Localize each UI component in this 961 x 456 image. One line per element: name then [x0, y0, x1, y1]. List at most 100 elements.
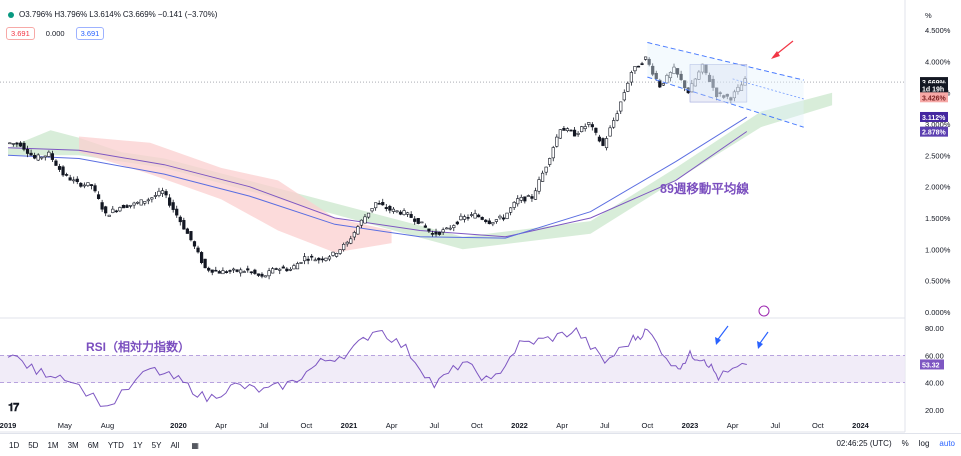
time-tick-label: 2024 [852, 421, 870, 430]
candle-body [448, 227, 452, 230]
ma-annotation-label: 89週移動平均線 [660, 182, 749, 196]
candle-body [551, 147, 555, 159]
candle-body [722, 95, 726, 98]
candle-body [540, 172, 545, 182]
time-tick-label: May [58, 421, 72, 430]
candle-body [253, 269, 257, 274]
range-1m-button[interactable]: 1M [47, 440, 59, 450]
candle-body [640, 63, 644, 65]
candle-body [437, 231, 442, 235]
candle-body [526, 195, 530, 197]
candle-body [221, 270, 225, 275]
candle-body [36, 154, 40, 161]
candle-body [178, 216, 182, 223]
blue-arrow-head-icon [757, 341, 763, 349]
candle-body [15, 142, 19, 145]
range-3m-button[interactable]: 3M [67, 440, 79, 450]
candle-body [100, 202, 104, 210]
auto-scale-toggle[interactable]: auto [939, 439, 955, 448]
range-1d-button[interactable]: 1D [9, 440, 20, 450]
time-tick-label: Apr [727, 421, 739, 430]
candle-body [509, 207, 513, 213]
range-5d-button[interactable]: 5D [28, 440, 39, 450]
candle-body [285, 268, 289, 272]
candle-body [363, 216, 367, 224]
time-tick-label: Jul [770, 421, 780, 430]
candle-body [75, 178, 79, 183]
candle-body [679, 73, 683, 80]
candle-body [572, 129, 577, 137]
candle-body [558, 129, 562, 139]
candle-body [601, 138, 605, 146]
candle-body [604, 138, 609, 149]
time-tick-label: Oct [642, 421, 655, 430]
status-dot-icon [8, 11, 14, 18]
blue-arrow-head-icon [715, 337, 721, 345]
price-tag-label: 3.426% [922, 95, 947, 102]
range-1y-button[interactable]: 1Y [132, 440, 143, 450]
price-tag-bg [920, 111, 948, 122]
candle-body [185, 228, 189, 234]
price-tag-bg [920, 77, 948, 88]
candle-body [555, 136, 559, 147]
range-5y-button[interactable]: 5Y [151, 440, 162, 450]
candle-body [619, 101, 623, 112]
utc-clock[interactable]: 02:46:25 (UTC) [836, 439, 892, 448]
candle-body [313, 259, 317, 262]
price-tag-label: 2.878% [922, 130, 947, 137]
channel-upper-line [647, 42, 804, 81]
spread-value: 0.000 [40, 27, 70, 40]
candle-body [136, 201, 140, 204]
rsi-tag-label: 53.32 [922, 362, 940, 369]
time-tick-label: 2021 [341, 421, 358, 430]
candle-body [43, 155, 47, 158]
candle-body [107, 214, 111, 217]
flash-event-icon [758, 305, 770, 317]
candle-body [587, 122, 591, 125]
range-6m-button[interactable]: 6M [87, 440, 99, 450]
buy-price-pill[interactable]: 3.691 [75, 27, 105, 40]
candle-body [196, 247, 200, 253]
tradingview-logo: 𝟏𝟕 [8, 402, 19, 414]
candle-body [629, 72, 633, 83]
time-tick-label: Jul [259, 421, 269, 430]
candle-body [182, 220, 186, 230]
candle-body [146, 199, 150, 202]
candle-body [104, 206, 108, 214]
candle-body [683, 80, 687, 89]
price-tick-label: 0.500% [925, 277, 951, 286]
time-tick-label: Aug [101, 421, 114, 430]
candle-body [608, 127, 612, 137]
time-tick-label: 2019 [0, 421, 16, 430]
log-toggle[interactable]: log [918, 439, 930, 448]
candle-body [299, 262, 303, 264]
sell-price-pill[interactable]: 3.691 [6, 27, 35, 40]
time-tick-label: 2023 [682, 421, 699, 430]
calendar-icon[interactable]: ▦ [191, 440, 199, 450]
candle-body [199, 252, 204, 263]
candle-body [548, 158, 552, 165]
price-tick-label: 2.000% [925, 183, 951, 192]
candle-body [288, 268, 292, 271]
bottom-right-controls: 02:46:25 (UTC) % log auto [836, 439, 955, 448]
candle-body [565, 128, 570, 131]
candle-body [512, 202, 516, 208]
candle-body [420, 221, 424, 224]
candle-body [86, 182, 90, 186]
candle-body [384, 207, 388, 210]
price-tick-label: 3.000% [925, 120, 951, 129]
ohlc-open: O3.796% [19, 10, 53, 19]
candle-body [295, 263, 300, 270]
candle-body [594, 127, 598, 133]
candle-body [729, 97, 733, 101]
range-all-button[interactable]: All [170, 440, 180, 450]
cloud-red-area [79, 136, 392, 253]
percent-toggle[interactable]: % [901, 439, 909, 448]
candle-body [153, 195, 158, 197]
candle-body [260, 273, 264, 277]
candle-body [164, 191, 168, 196]
candle-body [693, 78, 697, 87]
range-ytd-button[interactable]: YTD [107, 440, 124, 450]
candle-body [54, 160, 58, 166]
